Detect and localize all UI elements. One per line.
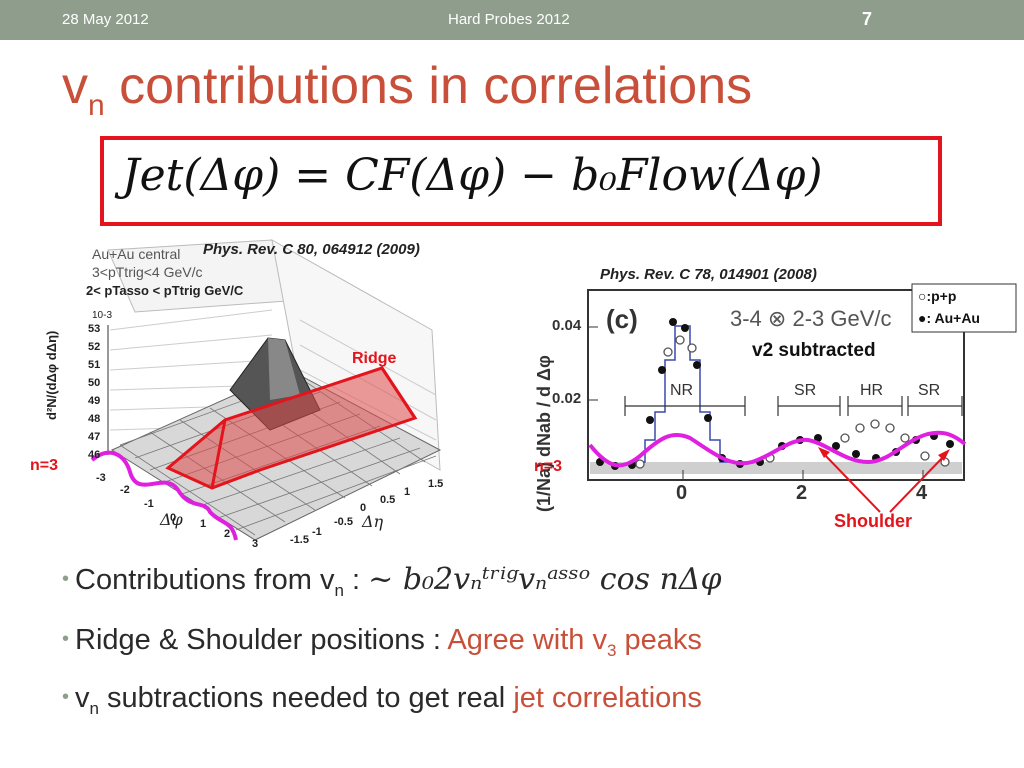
eta-tick-2: -0.5 — [334, 516, 353, 528]
bullet-3: • vn subtractions needed to get real jet … — [62, 682, 702, 718]
left-trig-range: 3<pTtrig<4 GeV/c — [92, 264, 203, 280]
z-tick-2: 51 — [88, 359, 101, 371]
left-phi-label: Δφ — [160, 510, 183, 529]
region-nr: NR — [670, 382, 694, 399]
eta-tick-4: 0.5 — [380, 494, 396, 506]
z-tick-0: 53 — [88, 323, 101, 335]
equation-box: Jet(Δφ) = CF(Δφ) − b₀Flow(Δφ) — [100, 136, 942, 226]
left-system: Au+Au central — [92, 246, 181, 262]
phi-tick-5: 2 — [224, 528, 231, 540]
z-tick-1: 52 — [88, 341, 101, 353]
v2-note: v2 subtracted — [752, 340, 876, 361]
page-title: vn contributions in correlations — [62, 57, 753, 122]
right-n3-label: n=3 — [534, 458, 563, 475]
right-x-tick-2: 4 — [916, 482, 928, 504]
eta-tick-5: 1 — [404, 486, 411, 498]
slide-number: 7 — [862, 9, 873, 29]
right-x-tick-0: 0 — [676, 482, 688, 504]
right-y-label: (1/Na) dNab / d Δφ — [534, 355, 554, 512]
left-z-label: d²N/(dΔφ dΔη) — [44, 330, 59, 420]
phi-tick-0: -3 — [96, 472, 106, 484]
right-y-tick-0: 0.04 — [552, 317, 582, 334]
eta-tick-1: -1 — [312, 526, 322, 538]
region-hr: HR — [860, 382, 884, 399]
right-x-tick-1: 2 — [796, 482, 808, 504]
phi-tick-3: 0 — [170, 512, 177, 524]
z-tick-4: 49 — [88, 395, 101, 407]
header-bar: 28 May 2012 Hard Probes 2012 7 — [0, 0, 1024, 40]
region-sr-2: SR — [918, 382, 941, 399]
z-tick-3: 50 — [88, 377, 101, 389]
bullet-1: • Contributions from vn : ~ b₀2vₙᵗʳⁱᵍvₙᵃˢ… — [62, 562, 722, 600]
bullet-2: • Ridge & Shoulder positions : Agree with… — [62, 624, 702, 660]
left-reference: Phys. Rev. C 80, 064912 (2009) — [203, 241, 420, 258]
left-n3-label: n=3 — [30, 457, 59, 474]
left-eta-label: Δη — [362, 512, 384, 531]
z-tick-6: 47 — [88, 431, 101, 443]
panel-label: (c) — [606, 304, 638, 334]
shoulder-label: Shoulder — [834, 511, 913, 531]
z-tick-5: 48 — [88, 413, 101, 425]
z-tick-7: 46 — [88, 449, 101, 461]
ridge-label: Ridge — [352, 350, 397, 367]
slide-date: 28 May 2012 — [62, 11, 149, 28]
legend-pp: ○:p+p — [918, 288, 957, 304]
conference-name: Hard Probes 2012 — [448, 11, 570, 28]
left-z-exponent: 10-3 — [92, 310, 113, 321]
region-sr-1: SR — [794, 382, 817, 399]
eta-tick-3: 0 — [360, 502, 367, 514]
phi-tick-4: 1 — [200, 518, 207, 530]
eta-tick-6: 1.5 — [428, 478, 444, 490]
equation: Jet(Δφ) = CF(Δφ) − b₀Flow(Δφ) — [122, 150, 823, 201]
right-reference: Phys. Rev. C 78, 014901 (2008) — [600, 266, 817, 283]
left-asso-range: 2< pTasso < pTtrig GeV/C — [86, 283, 244, 298]
right-y-tick-1: 0.02 — [552, 390, 582, 407]
legend-auau: ●: Au+Au — [918, 310, 980, 326]
phi-tick-1: -2 — [120, 484, 130, 496]
eta-tick-0: -1.5 — [290, 534, 309, 546]
phi-tick-2: -1 — [144, 498, 154, 510]
phi-tick-6: 3 — [252, 538, 259, 550]
bin-label: 3-4 ⊗ 2-3 GeV/c — [730, 306, 892, 331]
